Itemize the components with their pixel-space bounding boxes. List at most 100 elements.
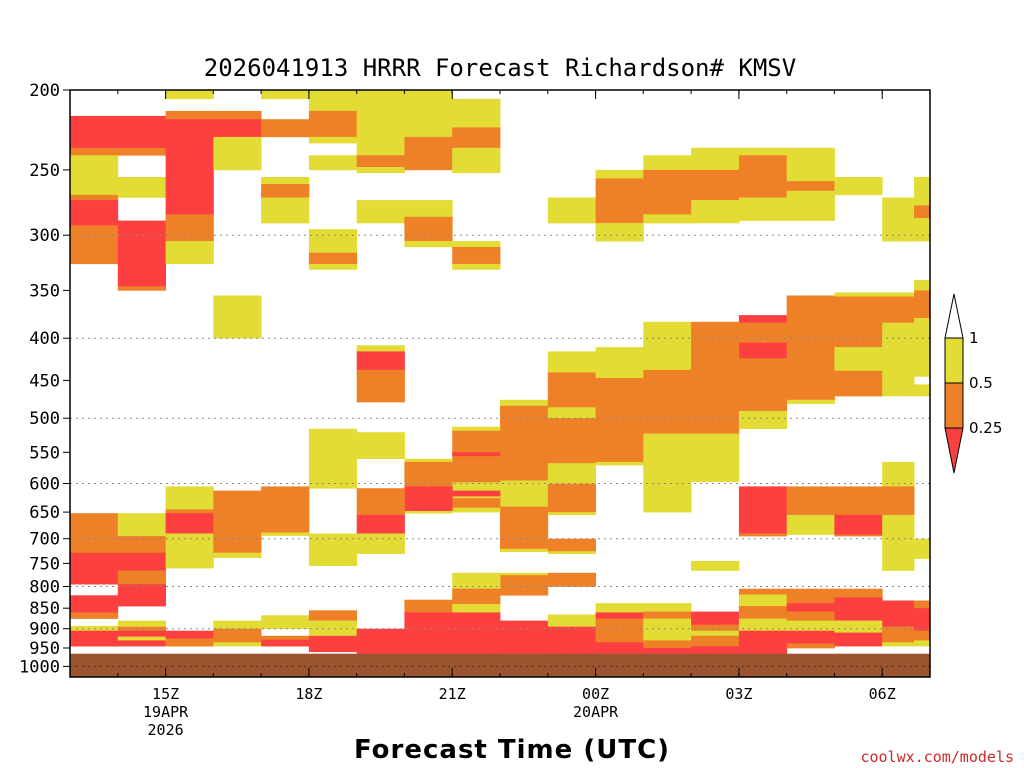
ri-cell-yellow <box>691 200 740 224</box>
ri-cell-orange <box>691 321 740 434</box>
ri-cell-yellow <box>643 618 692 641</box>
ri-cell-yellow <box>261 177 310 185</box>
ri-cell-orange <box>595 178 644 224</box>
ri-cell-red <box>547 626 596 631</box>
y-tick-label: 850 <box>29 599 60 619</box>
colorbar-label: 1 <box>969 329 979 347</box>
ri-cell-orange <box>882 296 915 323</box>
ri-cell-orange <box>547 418 596 464</box>
x-tick-label: 2026 <box>148 721 184 739</box>
ri-cell-yellow <box>356 167 405 173</box>
ri-cell-yellow <box>452 98 501 128</box>
ri-cell-yellow <box>786 190 835 221</box>
colorbar-label: 0.5 <box>969 374 993 392</box>
colorbar-legend: 1 0.5 0.25 <box>944 293 1002 474</box>
ri-cell-orange <box>70 612 119 619</box>
ri-cell-yellow <box>404 90 453 138</box>
ri-cell-orange <box>547 538 596 552</box>
ri-cell-red <box>261 639 310 647</box>
ri-cell-yellow <box>643 433 692 513</box>
ri-cell-yellow <box>500 572 549 576</box>
ri-cell-yellow <box>500 548 549 553</box>
ri-cell-yellow <box>595 347 644 379</box>
ri-cell-yellow <box>308 428 358 489</box>
credit-link[interactable]: coolwx.com/models <box>860 748 1014 766</box>
ri-cell-yellow <box>165 486 214 510</box>
x-tick-label: 19APR <box>143 703 189 721</box>
ri-cell-red <box>452 612 501 654</box>
ri-cell-orange <box>834 534 883 537</box>
ri-cell-yellow <box>834 620 883 633</box>
ri-cell-yellow <box>213 295 262 339</box>
x-tick-label: 00Z <box>582 685 609 703</box>
ri-cell-red <box>738 315 788 323</box>
ri-cell-orange <box>547 372 596 408</box>
ri-cell-yellow <box>547 351 596 373</box>
ri-cell-orange <box>308 610 358 621</box>
ri-cell-red <box>738 486 788 534</box>
ri-cell-red <box>691 611 740 625</box>
ri-cell-yellow <box>547 197 596 224</box>
ri-cell-orange <box>882 626 915 643</box>
ri-cell-yellow <box>834 177 883 196</box>
y-tick-label: 600 <box>29 475 60 495</box>
ri-cell-red <box>165 119 214 215</box>
ri-cell-orange <box>117 286 166 291</box>
ri-cell-yellow <box>786 620 835 631</box>
ri-cell-red <box>356 351 405 371</box>
ri-cell-yellow <box>691 147 740 171</box>
ri-cell-yellow <box>213 552 262 558</box>
ground-layer <box>70 653 930 677</box>
ri-cell-yellow <box>261 532 310 536</box>
y-tick-label: 950 <box>29 639 60 659</box>
ri-cell-orange <box>308 252 358 265</box>
ri-cell-orange <box>500 575 549 596</box>
x-tick-label: 21Z <box>439 685 466 703</box>
ri-cell-orange <box>691 169 740 201</box>
ri-cell-yellow <box>117 513 166 537</box>
ri-cell-yellow <box>882 642 915 647</box>
ri-cell-red <box>738 342 788 359</box>
ri-cell-yellow <box>914 384 931 397</box>
ri-cell-yellow <box>452 507 501 513</box>
ri-cell-red <box>356 628 405 654</box>
y-tick-label: 750 <box>29 554 60 574</box>
ri-cell-orange <box>261 635 310 640</box>
ri-cell-yellow <box>547 512 596 516</box>
ri-cell-yellow <box>738 594 788 607</box>
ri-cell-orange <box>70 513 119 553</box>
ri-cell-orange <box>308 110 358 138</box>
ri-cell-red <box>70 552 119 585</box>
ri-cell-orange <box>452 127 501 149</box>
ri-cell-yellow <box>308 629 358 637</box>
ri-cell-yellow <box>595 169 644 179</box>
ri-cell-orange <box>117 147 166 156</box>
ri-cell-yellow <box>786 514 835 535</box>
ri-cell-red <box>547 630 596 654</box>
ri-cell-yellow <box>213 620 262 629</box>
ri-cell-red <box>914 608 931 631</box>
ri-cell-yellow <box>643 155 692 171</box>
ri-cell-orange <box>165 509 214 514</box>
ri-cell-orange <box>834 588 883 598</box>
ri-cell-orange <box>786 295 835 401</box>
ground-fill <box>70 653 930 677</box>
ri-cell-orange <box>786 486 835 516</box>
ri-cell-orange <box>70 194 119 201</box>
ri-cell-yellow <box>643 321 692 371</box>
ri-cell-red <box>117 640 166 647</box>
ri-cell-yellow <box>117 620 166 627</box>
ri-cell-orange <box>914 600 931 609</box>
ri-cell-orange <box>356 155 405 168</box>
ri-cell-yellow <box>404 511 453 514</box>
ri-cell-orange <box>738 322 788 343</box>
ri-cell-red <box>500 620 549 654</box>
colorbar-label: 0.25 <box>969 419 1002 437</box>
ri-cell-red <box>882 600 915 627</box>
ri-cell-yellow <box>308 136 358 144</box>
ri-cell-orange <box>738 358 788 412</box>
y-tick-label: 1000 <box>19 657 60 677</box>
ri-cell-orange <box>117 626 166 631</box>
ri-cell-orange <box>738 588 788 595</box>
ri-cell-yellow <box>117 177 166 198</box>
